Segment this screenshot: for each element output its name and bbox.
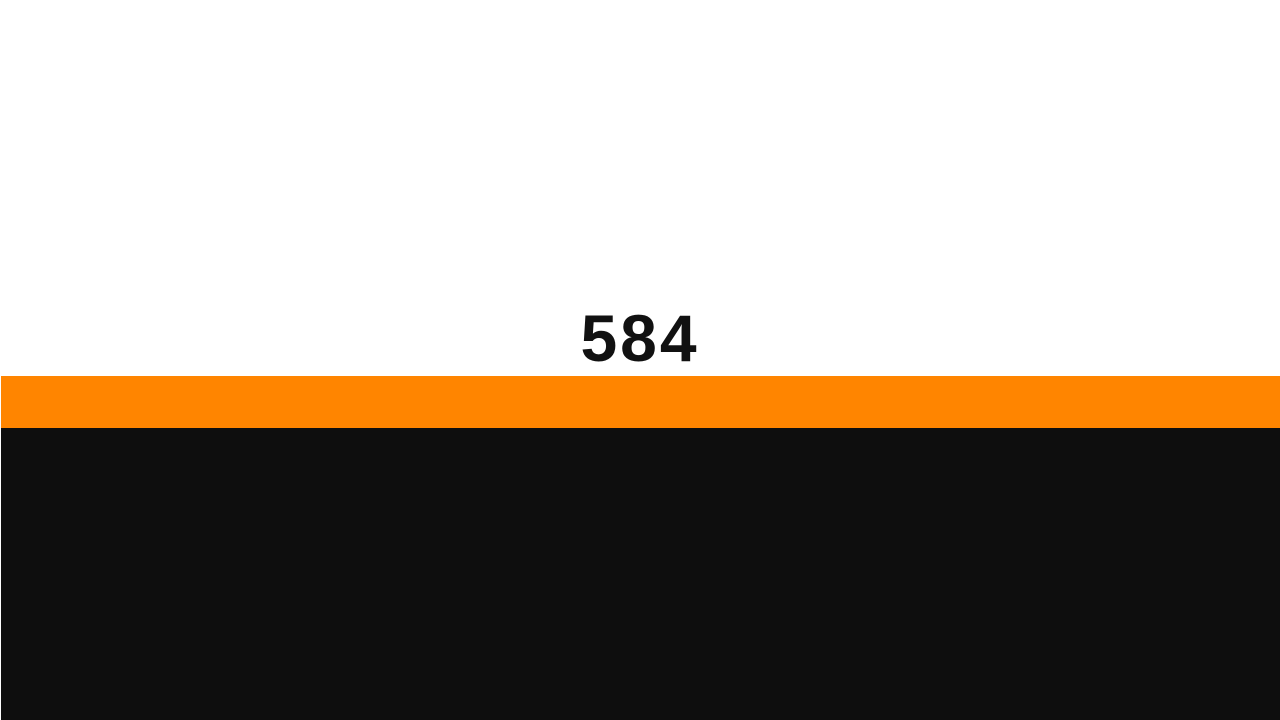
ground-stripe — [1, 376, 1280, 428]
score-counter: 584 — [580, 301, 700, 375]
sky-area — [0, 0, 1280, 376]
ground-area — [1, 428, 1280, 720]
